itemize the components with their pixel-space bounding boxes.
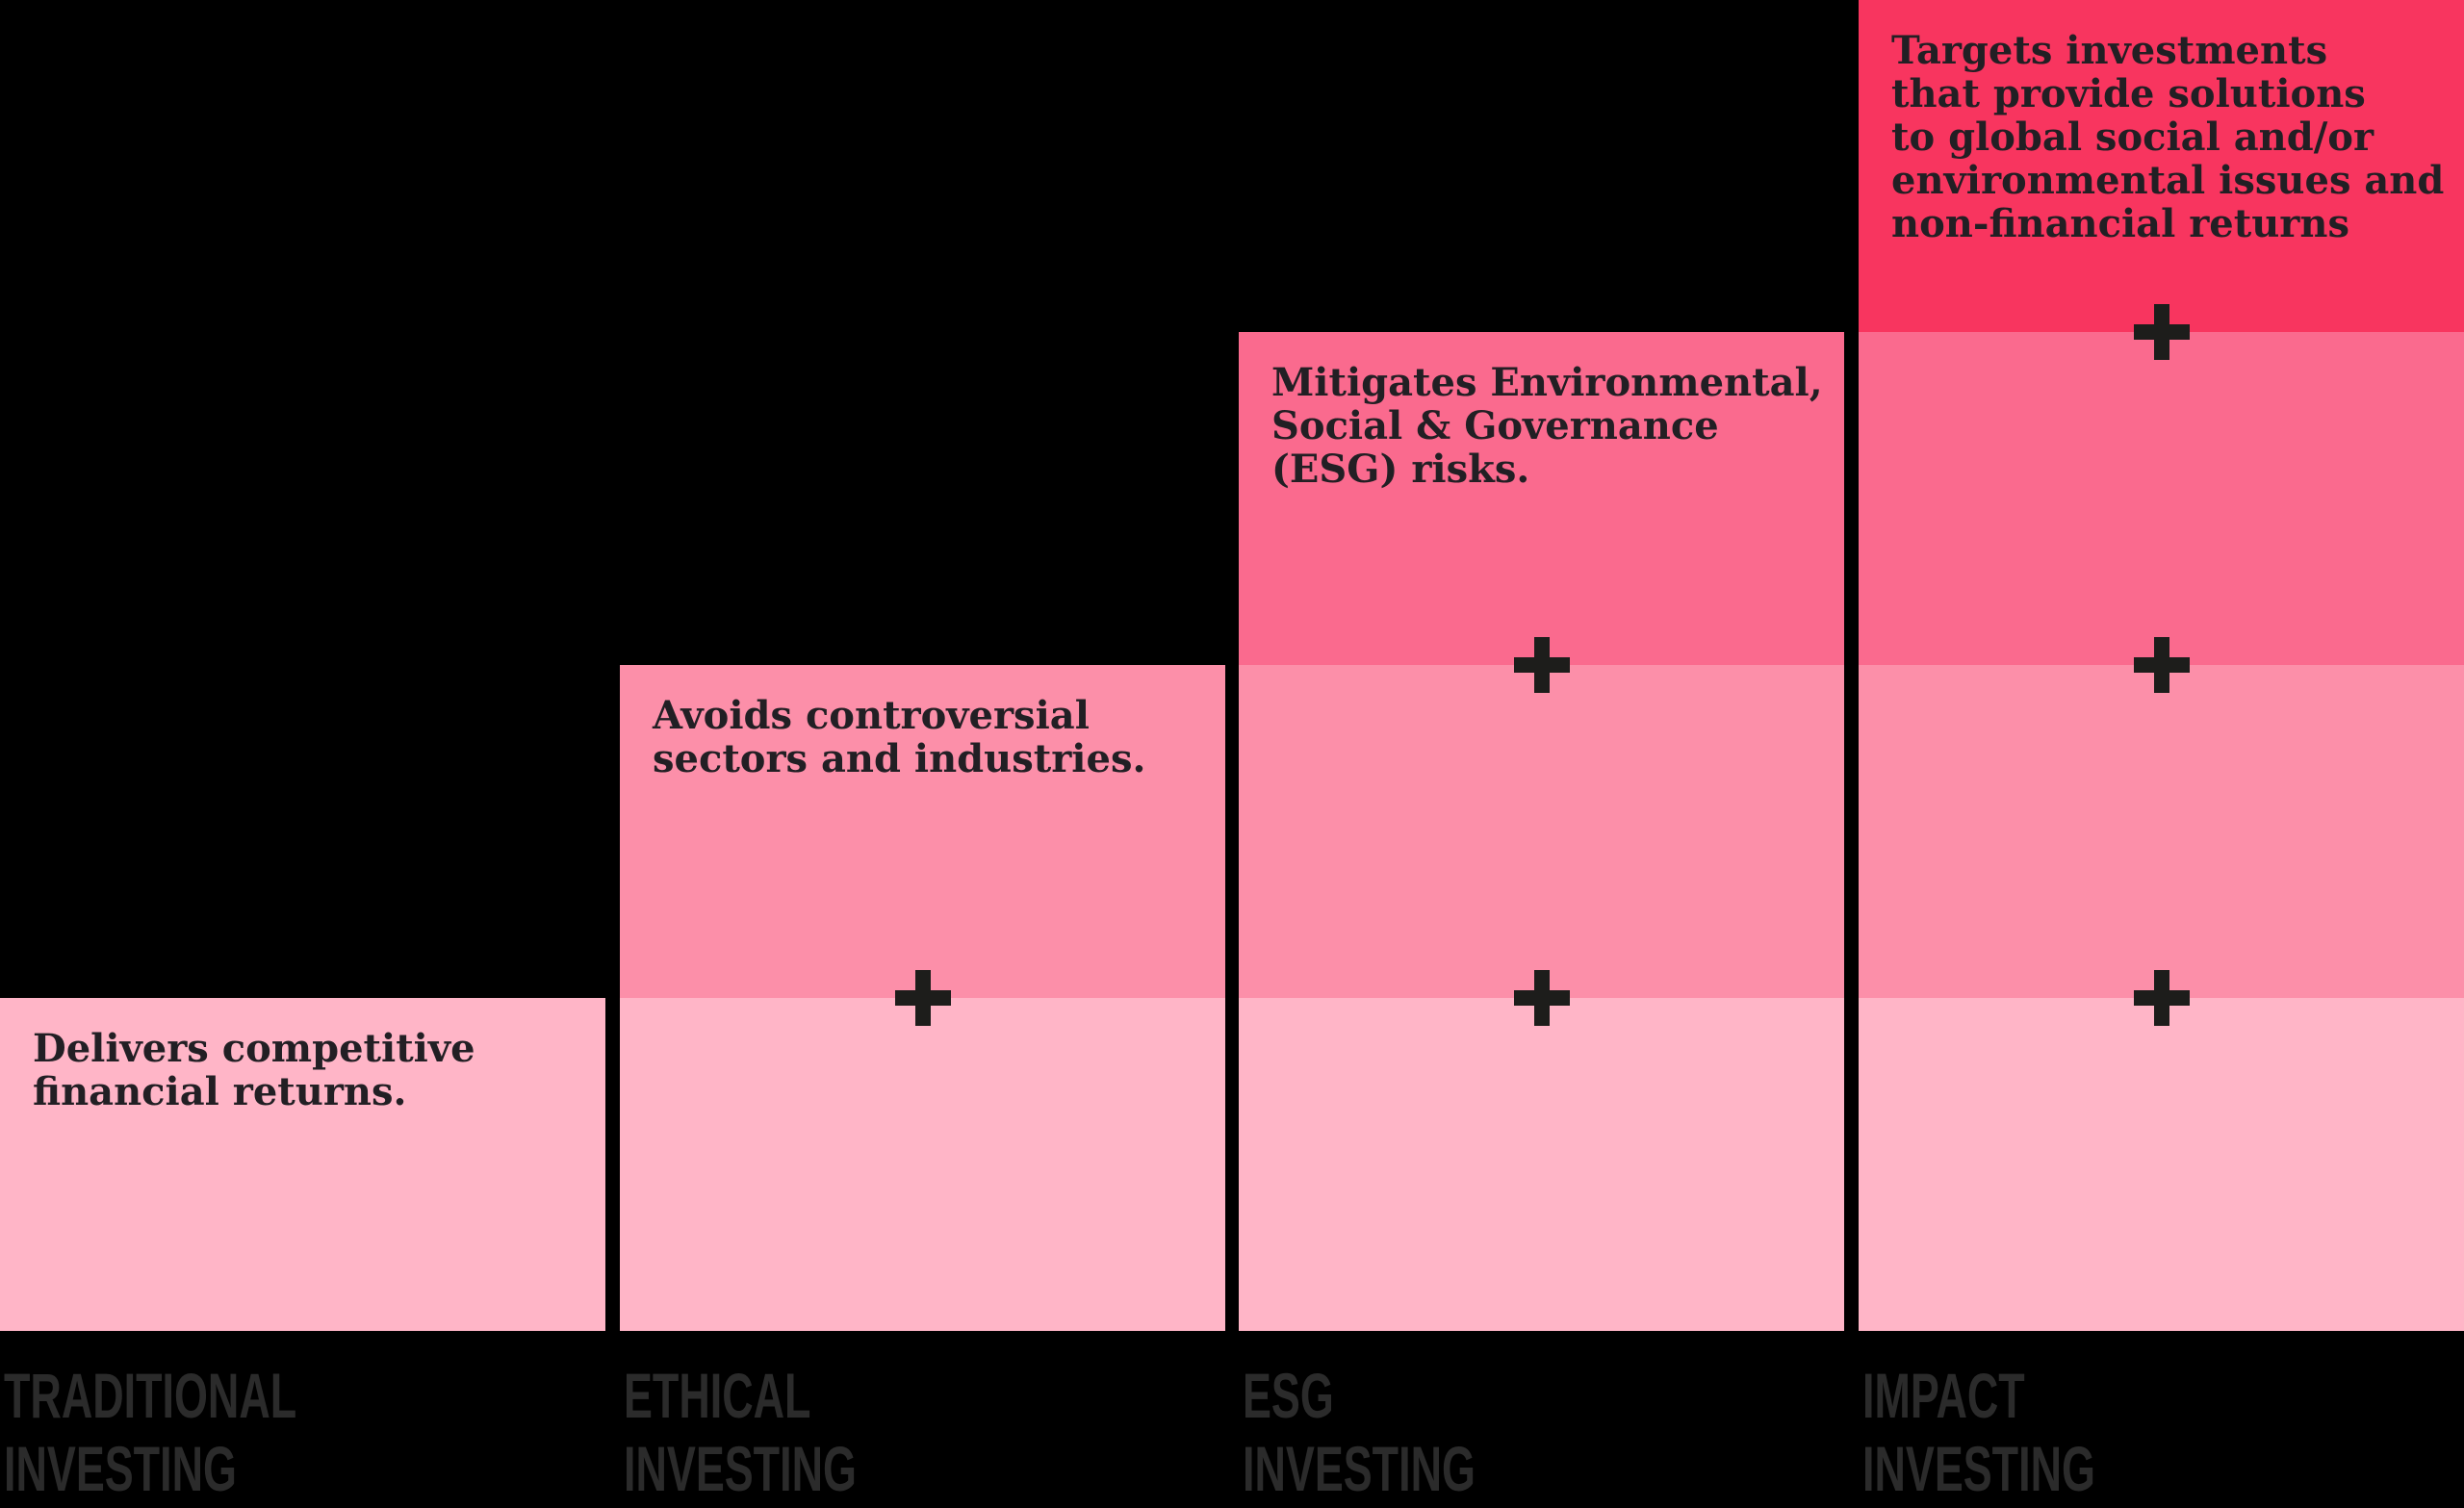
plus-icon [2133,304,2190,360]
ethical-level-2-block: Avoids controversial sectors and industr… [620,665,1225,998]
traditional-label: TRADITIONAL INVESTING [4,1360,297,1504]
impact-description: Targets investments that provide solutio… [1891,28,2445,246]
plus-icon [1513,637,1570,693]
impact-label: IMPACT INVESTING [1862,1360,2095,1504]
plus-icon [894,970,951,1026]
column-ethical-investing: Avoids controversial sectors and industr… [620,0,1225,1508]
impact-level-3-block [1859,332,2464,665]
esg-level-3-block: Mitigates Environmental, Social & Govern… [1239,332,1844,665]
plus-icon [2133,970,2190,1026]
column-traditional-investing: Delivers competitive financial returns. … [0,0,605,1508]
esg-level-2-block [1239,665,1844,998]
plus-icon [1513,970,1570,1026]
column-esg-investing: Mitigates Environmental, Social & Govern… [1239,0,1844,1508]
impact-level-2-block [1859,665,2464,998]
traditional-description: Delivers competitive financial returns. [33,1026,475,1114]
esg-label: ESG INVESTING [1243,1360,1476,1504]
ethical-label: ETHICAL INVESTING [624,1360,857,1504]
plus-icon [2133,637,2190,693]
impact-level-4-block: Targets investments that provide solutio… [1859,0,2464,332]
traditional-level-1-block: Delivers competitive financial returns. [0,998,605,1331]
ethical-description: Avoids controversial sectors and industr… [653,693,1146,781]
column-impact-investing: Targets investments that provide solutio… [1859,0,2464,1508]
esg-level-1-block [1239,998,1844,1331]
esg-description: Mitigates Environmental, Social & Govern… [1271,360,1823,492]
ethical-level-1-block [620,998,1225,1331]
impact-level-1-block [1859,998,2464,1331]
